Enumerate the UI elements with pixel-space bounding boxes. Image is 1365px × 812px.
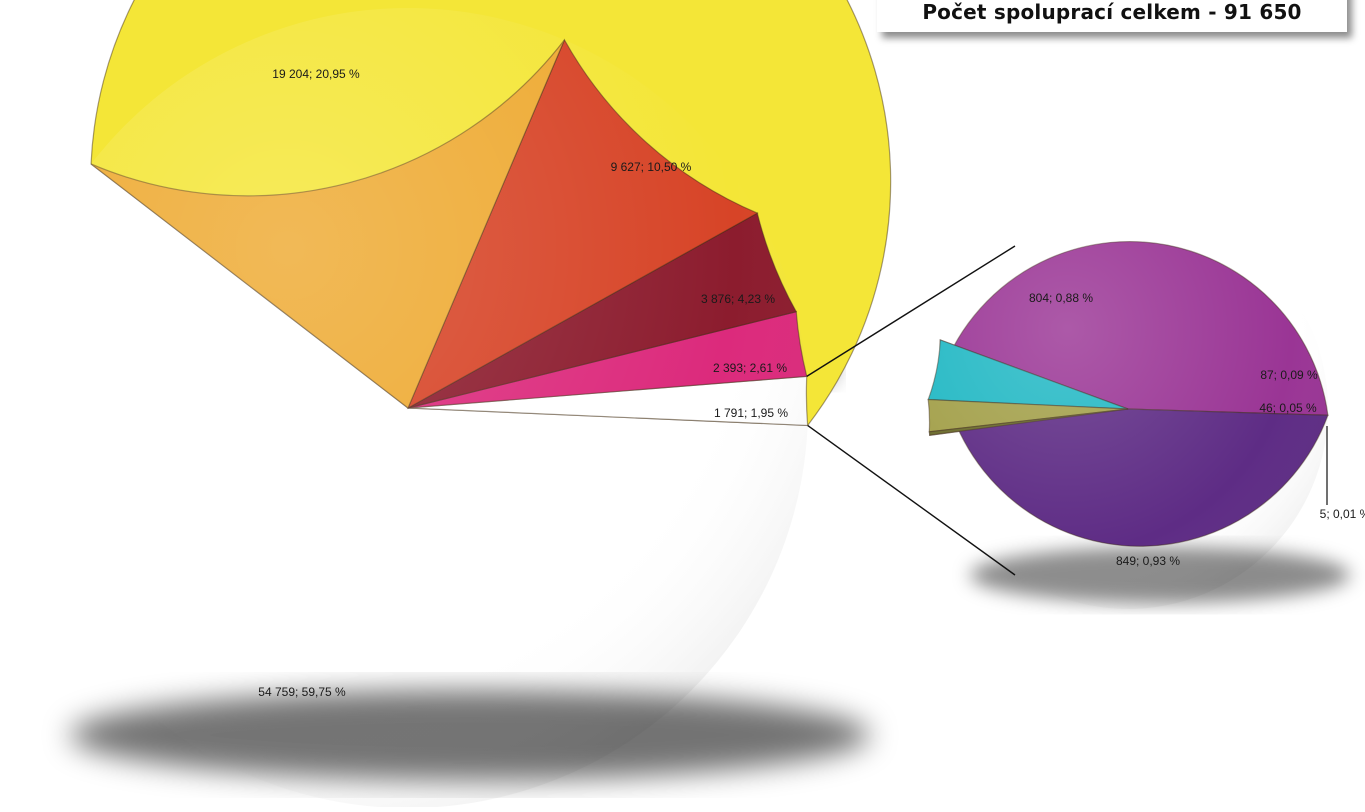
detail-data-label-3: 46; 0,05 %: [1259, 401, 1317, 415]
connector-lines: [806, 245, 1328, 576]
connector-line-bottom: [807, 424, 1016, 576]
detail-pie: [927, 209, 1329, 609]
main-data-label-2: 2 393; 2,61 %: [713, 361, 787, 375]
detail-data-label-1: 804; 0,88 %: [1029, 291, 1093, 305]
detail-data-label-2: 87; 0,09 %: [1260, 368, 1318, 382]
chart-title: Počet spoluprací celkem - 91 650: [922, 0, 1302, 24]
detail-data-label-4: 5; 0,01 %: [1320, 507, 1365, 521]
main-data-label-3: 3 876; 4,23 %: [701, 292, 775, 306]
main-pie: [8, 0, 892, 808]
main-data-label-4: 9 627; 10,50 %: [611, 160, 692, 174]
main-gloss: [8, 8, 808, 808]
detail-data-label-0: 849; 0,93 %: [1116, 554, 1180, 568]
connector-line-top: [806, 245, 1016, 377]
main-data-label-5: 19 204; 20,95 %: [272, 67, 360, 81]
title-box: Počet spoluprací celkem - 91 650: [877, 0, 1347, 32]
main-data-label-0: 54 759; 59,75 %: [258, 685, 346, 699]
main-data-label-1: 1 791; 1,95 %: [714, 406, 788, 420]
detail-gloss: [928, 209, 1328, 609]
